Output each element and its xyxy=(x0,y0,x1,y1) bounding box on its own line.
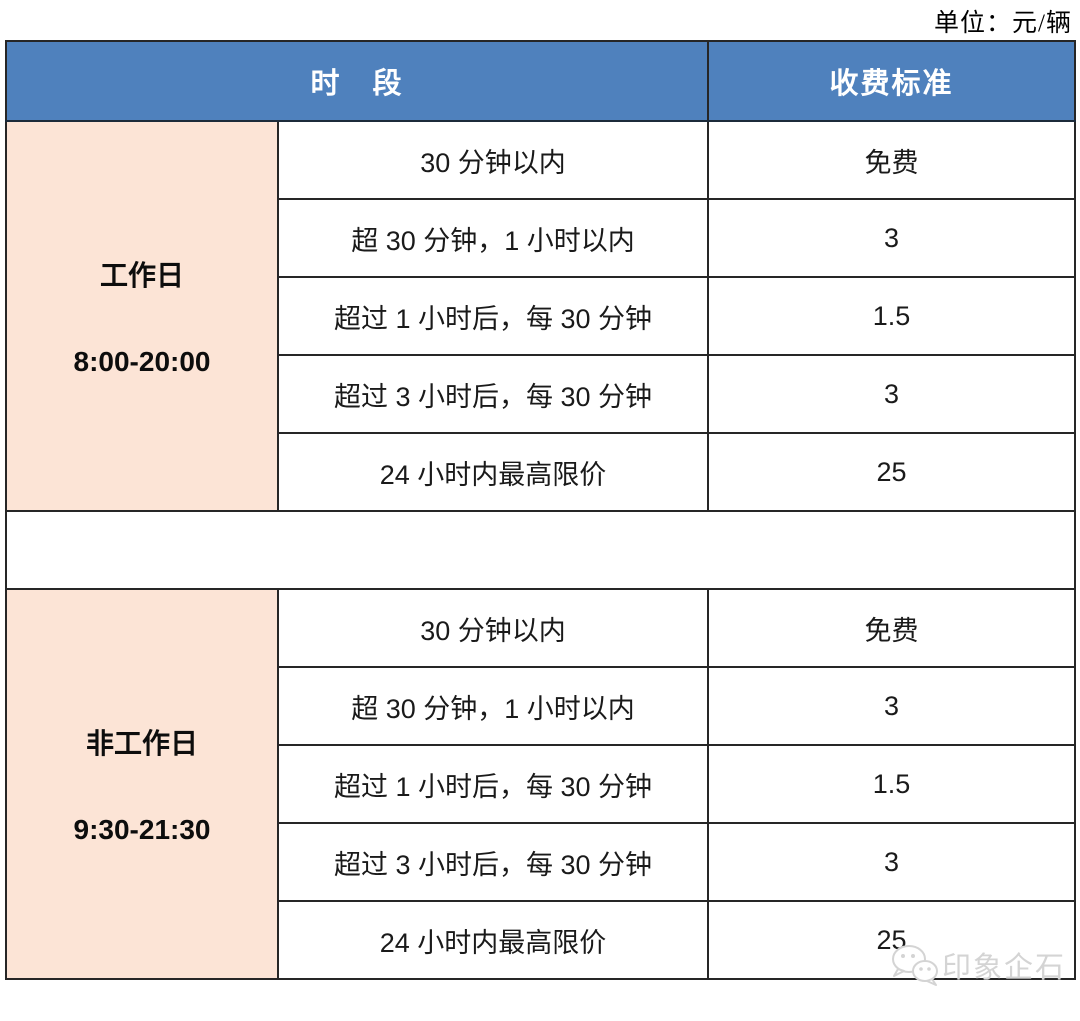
row-label: 超过 1 小时后，每 30 分钟 xyxy=(277,276,709,356)
row-label: 30 分钟以内 xyxy=(277,120,709,200)
row-value: 3 xyxy=(707,354,1076,434)
period-name: 工作日 xyxy=(99,260,184,291)
row-label: 30 分钟以内 xyxy=(277,588,709,668)
row-label: 超 30 分钟，1 小时以内 xyxy=(277,666,709,746)
row-value: 3 xyxy=(707,822,1076,902)
row-value: 1.5 xyxy=(707,744,1076,824)
row-value: 免费 xyxy=(707,120,1076,200)
row-value: 1.5 xyxy=(707,276,1076,356)
period-name: 非工作日 xyxy=(85,728,198,759)
row-value: 3 xyxy=(707,198,1076,278)
table-row: 工作日 8:00-20:00 30 分钟以内 免费 xyxy=(5,120,1076,512)
table-row: 超过 3 小时后，每 30 分钟 3 xyxy=(6,822,1076,902)
table-row: 24 小时内最高限价 25 xyxy=(6,900,1076,980)
table-header-row: 时 段 收费标准 xyxy=(5,40,1076,122)
row-value: 25 xyxy=(707,432,1076,512)
table-row: 超过 1 小时后，每 30 分钟 1.5 xyxy=(6,744,1076,824)
header-time-period: 时 段 xyxy=(5,40,709,122)
row-label: 24 小时内最高限价 xyxy=(277,900,709,980)
header-fee-standard: 收费标准 xyxy=(707,40,1076,122)
table-row: 超 30 分钟，1 小时以内 3 xyxy=(6,198,1076,278)
fee-table: 时 段 收费标准 工作日 8:00-20:00 30 分钟以内 免费 超 30 … xyxy=(5,40,1076,980)
table-row: 超 30 分钟，1 小时以内 3 xyxy=(6,666,1076,746)
row-label: 超过 3 小时后，每 30 分钟 xyxy=(277,354,709,434)
spacer-cell xyxy=(5,510,1076,590)
period-cell-non-workday: 非工作日 9:30-21:30 xyxy=(5,588,279,980)
table-row: 超过 3 小时后，每 30 分钟 3 xyxy=(6,354,1076,434)
unit-label: 单位：元/辆 xyxy=(934,10,1072,37)
table-row: 超过 1 小时后，每 30 分钟 1.5 xyxy=(6,276,1076,356)
table-row: 24 小时内最高限价 25 xyxy=(6,432,1076,512)
row-label: 24 小时内最高限价 xyxy=(277,432,709,512)
table-row: 非工作日 9:30-21:30 30 分钟以内 免费 xyxy=(5,588,1076,980)
period-time: 8:00-20:00 xyxy=(73,346,211,377)
row-label: 超过 3 小时后，每 30 分钟 xyxy=(277,822,709,902)
row-label: 超过 1 小时后，每 30 分钟 xyxy=(277,744,709,824)
period-cell-workday: 工作日 8:00-20:00 xyxy=(5,120,279,512)
row-value: 免费 xyxy=(707,588,1076,668)
spacer-row xyxy=(5,510,1076,590)
row-label: 超 30 分钟，1 小时以内 xyxy=(277,198,709,278)
period-time: 9:30-21:30 xyxy=(73,814,211,845)
row-value: 25 xyxy=(707,900,1076,980)
row-value: 3 xyxy=(707,666,1076,746)
